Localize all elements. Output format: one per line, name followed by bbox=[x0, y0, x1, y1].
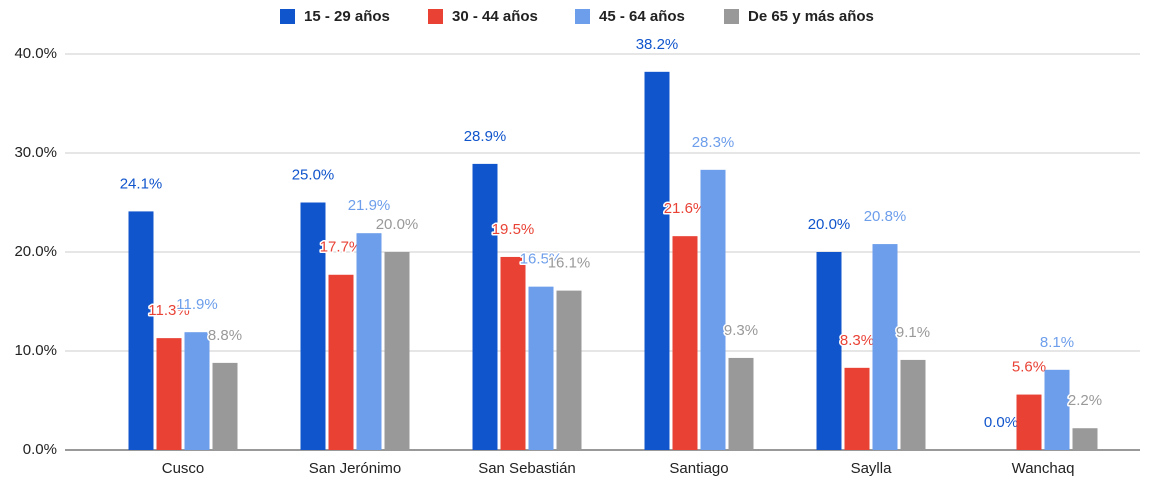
legend-swatch bbox=[724, 9, 739, 24]
bar bbox=[184, 332, 210, 450]
y-tick-label: 0.0% bbox=[23, 441, 57, 458]
bar bbox=[844, 367, 870, 450]
data-label: 16.1% bbox=[548, 255, 591, 272]
bar bbox=[328, 274, 354, 450]
bar bbox=[644, 71, 670, 450]
bar bbox=[300, 202, 326, 450]
x-tick-label: Wanchaq bbox=[1012, 460, 1075, 477]
bar bbox=[1044, 369, 1070, 450]
data-label: 38.2% bbox=[636, 36, 679, 53]
x-tick-label: San Sebastián bbox=[478, 460, 576, 477]
bar bbox=[212, 362, 238, 450]
data-label: 21.9% bbox=[348, 197, 391, 214]
bar bbox=[900, 359, 926, 450]
data-label: 20.0% bbox=[808, 216, 851, 233]
bar bbox=[472, 163, 498, 450]
bar bbox=[356, 233, 382, 450]
data-label: 8.8% bbox=[208, 327, 242, 344]
data-label: 2.2% bbox=[1068, 392, 1102, 409]
data-label: 17.7% bbox=[320, 239, 363, 256]
y-tick-label: 40.0% bbox=[14, 45, 57, 62]
x-tick-label: Cusco bbox=[162, 460, 205, 477]
legend-text: 15 - 29 años bbox=[304, 8, 390, 25]
y-tick-label: 20.0% bbox=[14, 243, 57, 260]
data-label: 5.6% bbox=[1012, 359, 1046, 376]
data-label: 24.1% bbox=[120, 175, 163, 192]
data-label: 16.5% bbox=[520, 251, 563, 268]
bar bbox=[1072, 428, 1098, 450]
legend-text: 45 - 64 años bbox=[599, 8, 685, 25]
y-tick-label: 10.0% bbox=[14, 342, 57, 359]
data-label: 28.3% bbox=[692, 134, 735, 151]
data-label: 0.0% bbox=[984, 414, 1018, 431]
bar bbox=[872, 244, 898, 450]
bar bbox=[728, 357, 754, 450]
legend-text: 30 - 44 años bbox=[452, 8, 538, 25]
data-label: 25.0% bbox=[292, 166, 335, 183]
bar bbox=[672, 236, 698, 450]
bar bbox=[128, 211, 154, 450]
data-label: 19.5% bbox=[492, 221, 535, 238]
legend-swatch bbox=[575, 9, 590, 24]
legend-swatch bbox=[428, 9, 443, 24]
data-label: 21.6% bbox=[664, 200, 707, 217]
data-label: 9.1% bbox=[896, 324, 930, 341]
data-label: 8.1% bbox=[1040, 334, 1074, 351]
legend-swatch bbox=[280, 9, 295, 24]
x-tick-label: Santiago bbox=[669, 460, 728, 477]
bar bbox=[556, 290, 582, 450]
data-label: 8.3% bbox=[840, 332, 874, 349]
y-tick-label: 30.0% bbox=[14, 144, 57, 161]
bar bbox=[816, 252, 842, 450]
legend-text: De 65 y más años bbox=[748, 8, 874, 25]
bar bbox=[700, 169, 726, 450]
data-label: 11.3% bbox=[148, 302, 189, 319]
bar bbox=[528, 286, 554, 450]
data-label: 20.0% bbox=[376, 216, 419, 233]
data-label: 28.9% bbox=[464, 128, 507, 145]
bar bbox=[384, 252, 410, 450]
bar bbox=[500, 256, 526, 450]
data-label: 9.3% bbox=[724, 322, 758, 339]
data-label: 20.8% bbox=[864, 208, 907, 225]
bar bbox=[1016, 394, 1042, 450]
x-tick-label: Saylla bbox=[851, 460, 893, 477]
x-tick-label: San Jerónimo bbox=[309, 460, 402, 477]
bar bbox=[156, 338, 182, 450]
data-label: 11.9% bbox=[176, 296, 217, 313]
